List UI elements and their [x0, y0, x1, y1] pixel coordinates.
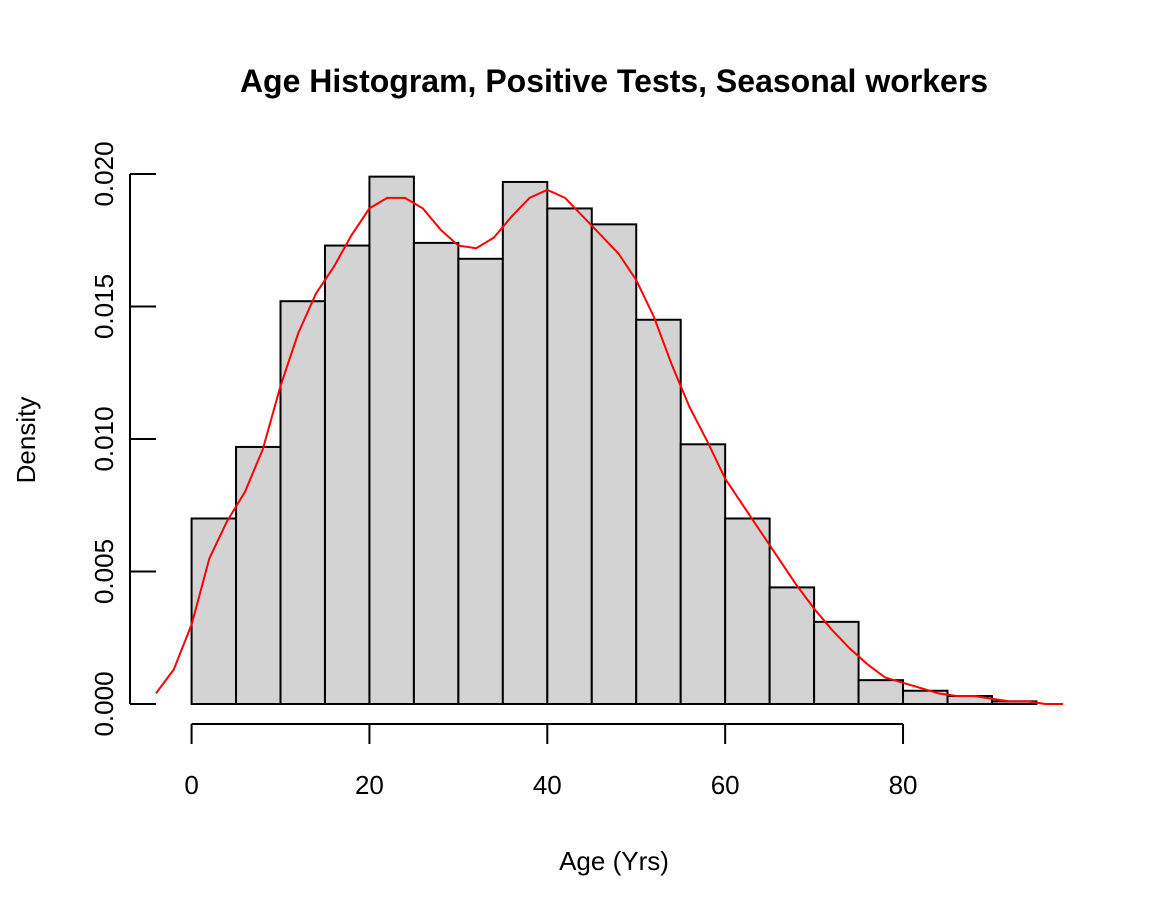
histogram-bar	[768, 586, 816, 706]
y-axis: 0.000 0.005 0.010 0.015 0.020	[89, 141, 156, 737]
histogram-bars	[190, 175, 1038, 706]
histogram-bar	[546, 207, 593, 705]
x-tick-label: 20	[355, 770, 384, 800]
y-axis-label: Density	[11, 397, 41, 484]
histogram-bar	[368, 175, 415, 705]
y-tick-label: 0.015	[89, 274, 119, 339]
y-tick-label: 0.010	[89, 406, 119, 471]
y-tick-label: 0.005	[89, 539, 119, 604]
x-tick-label: 0	[184, 770, 198, 800]
x-axis-label: Age (Yrs)	[559, 846, 669, 876]
histogram-bar	[412, 241, 460, 705]
density-curve	[155, 188, 1064, 705]
histogram-bar	[724, 517, 771, 705]
histogram-bar	[635, 318, 682, 705]
x-tick-label: 40	[533, 770, 562, 800]
histogram-bar	[501, 180, 549, 705]
y-tick-label: 0.000	[89, 671, 119, 736]
histogram-bar	[457, 257, 504, 705]
y-tick-label: 0.020	[89, 141, 119, 206]
x-axis: 0 20 40 60 80	[184, 723, 918, 800]
x-tick-label: 80	[889, 770, 918, 800]
histogram-bar	[235, 445, 282, 705]
x-tick-label: 60	[711, 770, 740, 800]
histogram-bar	[323, 244, 371, 706]
histogram-bar	[190, 517, 238, 705]
histogram-bar	[279, 300, 326, 705]
histogram-bar	[679, 443, 727, 705]
histogram-bar	[590, 223, 638, 705]
histogram-bar	[857, 679, 905, 706]
chart-title: Age Histogram, Positive Tests, Seasonal …	[240, 63, 988, 99]
